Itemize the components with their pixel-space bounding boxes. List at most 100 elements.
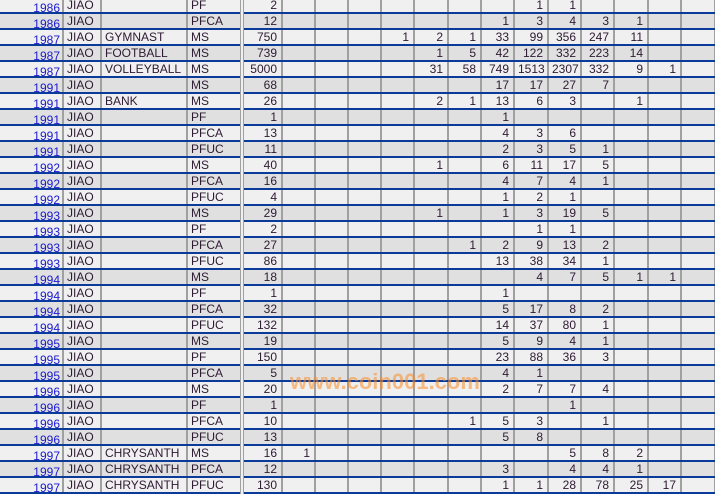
year-cell[interactable]: 1992 [0, 189, 64, 206]
year-link[interactable]: 1991 [33, 113, 60, 125]
year-link[interactable]: 1997 [33, 449, 60, 461]
year-cell[interactable]: 1993 [0, 253, 64, 270]
year-link[interactable]: 1995 [33, 337, 60, 349]
value-cell: 3 [581, 349, 615, 366]
year-link[interactable]: 1991 [33, 145, 60, 157]
year-link[interactable]: 1987 [33, 65, 60, 77]
value-cell [315, 317, 349, 334]
year-link[interactable]: 1992 [33, 177, 60, 189]
value-cell [315, 109, 349, 126]
year-cell[interactable]: 1991 [0, 125, 64, 142]
value-cell: 4 [581, 461, 615, 478]
year-cell[interactable]: 1987 [0, 45, 64, 62]
value-cell: 749 [481, 61, 515, 78]
count-cell: 20 [242, 381, 283, 398]
value-cell: 3 [514, 125, 549, 142]
value-cell [581, 365, 615, 382]
value-cell: 3 [581, 13, 615, 30]
year-cell[interactable]: 1994 [0, 317, 64, 334]
year-link[interactable]: 1996 [33, 417, 60, 429]
year-cell[interactable]: 1997 [0, 477, 64, 494]
value-cell [614, 381, 649, 398]
year-cell[interactable]: 1987 [0, 61, 64, 78]
year-cell[interactable]: 1994 [0, 285, 64, 302]
year-cell[interactable]: 1993 [0, 237, 64, 254]
value-cell [581, 221, 615, 238]
value-cell [648, 365, 682, 382]
year-cell[interactable]: 1997 [0, 445, 64, 462]
year-cell[interactable]: 1993 [0, 205, 64, 222]
year-cell[interactable]: 1991 [0, 93, 64, 110]
year-link[interactable]: 1993 [33, 241, 60, 253]
count-cell: 13 [242, 429, 283, 446]
value-cell [681, 349, 715, 366]
year-cell[interactable]: 1997 [0, 461, 64, 478]
prefix-cell: JIAO [63, 317, 102, 334]
value-cell [448, 301, 482, 318]
year-cell[interactable]: 1986 [0, 0, 64, 14]
year-link[interactable]: 1991 [33, 97, 60, 109]
value-cell [581, 93, 615, 110]
year-link[interactable]: 1994 [33, 273, 60, 285]
year-cell[interactable]: 1995 [0, 349, 64, 366]
year-link[interactable]: 1994 [33, 321, 60, 333]
value-cell: 7 [581, 77, 615, 94]
year-cell[interactable]: 1992 [0, 157, 64, 174]
year-link[interactable]: 1986 [33, 17, 60, 29]
year-cell[interactable]: 1993 [0, 221, 64, 238]
year-link[interactable]: 1996 [33, 433, 60, 445]
year-cell[interactable]: 1996 [0, 413, 64, 430]
value-cell [315, 365, 349, 382]
year-link[interactable]: 1991 [33, 129, 60, 141]
value-cell [381, 205, 415, 222]
table-row: 1994 JIAO PFUC 132 14 37 80 1 [0, 317, 715, 334]
year-cell[interactable]: 1995 [0, 333, 64, 350]
count-cell: 11 [242, 141, 283, 158]
name-cell: CHRYSANTH [101, 445, 188, 462]
year-link[interactable]: 1996 [33, 401, 60, 413]
value-cell [414, 477, 449, 494]
year-link[interactable]: 1995 [33, 369, 60, 381]
year-link[interactable]: 1992 [33, 193, 60, 205]
year-cell[interactable]: 1996 [0, 429, 64, 446]
year-link[interactable]: 1992 [33, 161, 60, 173]
value-cell [514, 445, 549, 462]
year-link[interactable]: 1986 [33, 1, 60, 13]
year-cell[interactable]: 1996 [0, 397, 64, 414]
year-link[interactable]: 1993 [33, 209, 60, 221]
value-cell [681, 45, 715, 62]
year-cell[interactable]: 1991 [0, 109, 64, 126]
year-link[interactable]: 1997 [33, 481, 60, 493]
count-cell: 19 [242, 333, 283, 350]
year-cell[interactable]: 1987 [0, 29, 64, 46]
value-cell: 38 [514, 253, 549, 270]
year-cell[interactable]: 1994 [0, 301, 64, 318]
year-cell[interactable]: 1991 [0, 77, 64, 94]
year-link[interactable]: 1993 [33, 257, 60, 269]
value-cell: 17 [548, 157, 582, 174]
value-cell: 19 [548, 205, 582, 222]
year-link[interactable]: 1994 [33, 289, 60, 301]
year-cell[interactable]: 1991 [0, 141, 64, 158]
year-cell[interactable]: 1994 [0, 269, 64, 286]
year-link[interactable]: 1997 [33, 465, 60, 477]
year-link[interactable]: 1993 [33, 225, 60, 237]
year-link[interactable]: 1994 [33, 305, 60, 317]
value-cell [282, 93, 316, 110]
year-cell[interactable]: 1992 [0, 173, 64, 190]
year-cell[interactable]: 1996 [0, 381, 64, 398]
year-link[interactable]: 1995 [33, 353, 60, 365]
year-cell[interactable]: 1986 [0, 13, 64, 30]
prefix-cell: JIAO [63, 365, 102, 382]
year-link[interactable]: 1987 [33, 49, 60, 61]
value-cell [614, 429, 649, 446]
value-cell: 2 [481, 141, 515, 158]
year-cell[interactable]: 1995 [0, 365, 64, 382]
value-cell [282, 237, 316, 254]
year-link[interactable]: 1991 [33, 81, 60, 93]
value-cell: 88 [514, 349, 549, 366]
year-link[interactable]: 1996 [33, 385, 60, 397]
year-link[interactable]: 1987 [33, 33, 60, 45]
value-cell: 7 [548, 269, 582, 286]
value-cell [282, 29, 316, 46]
